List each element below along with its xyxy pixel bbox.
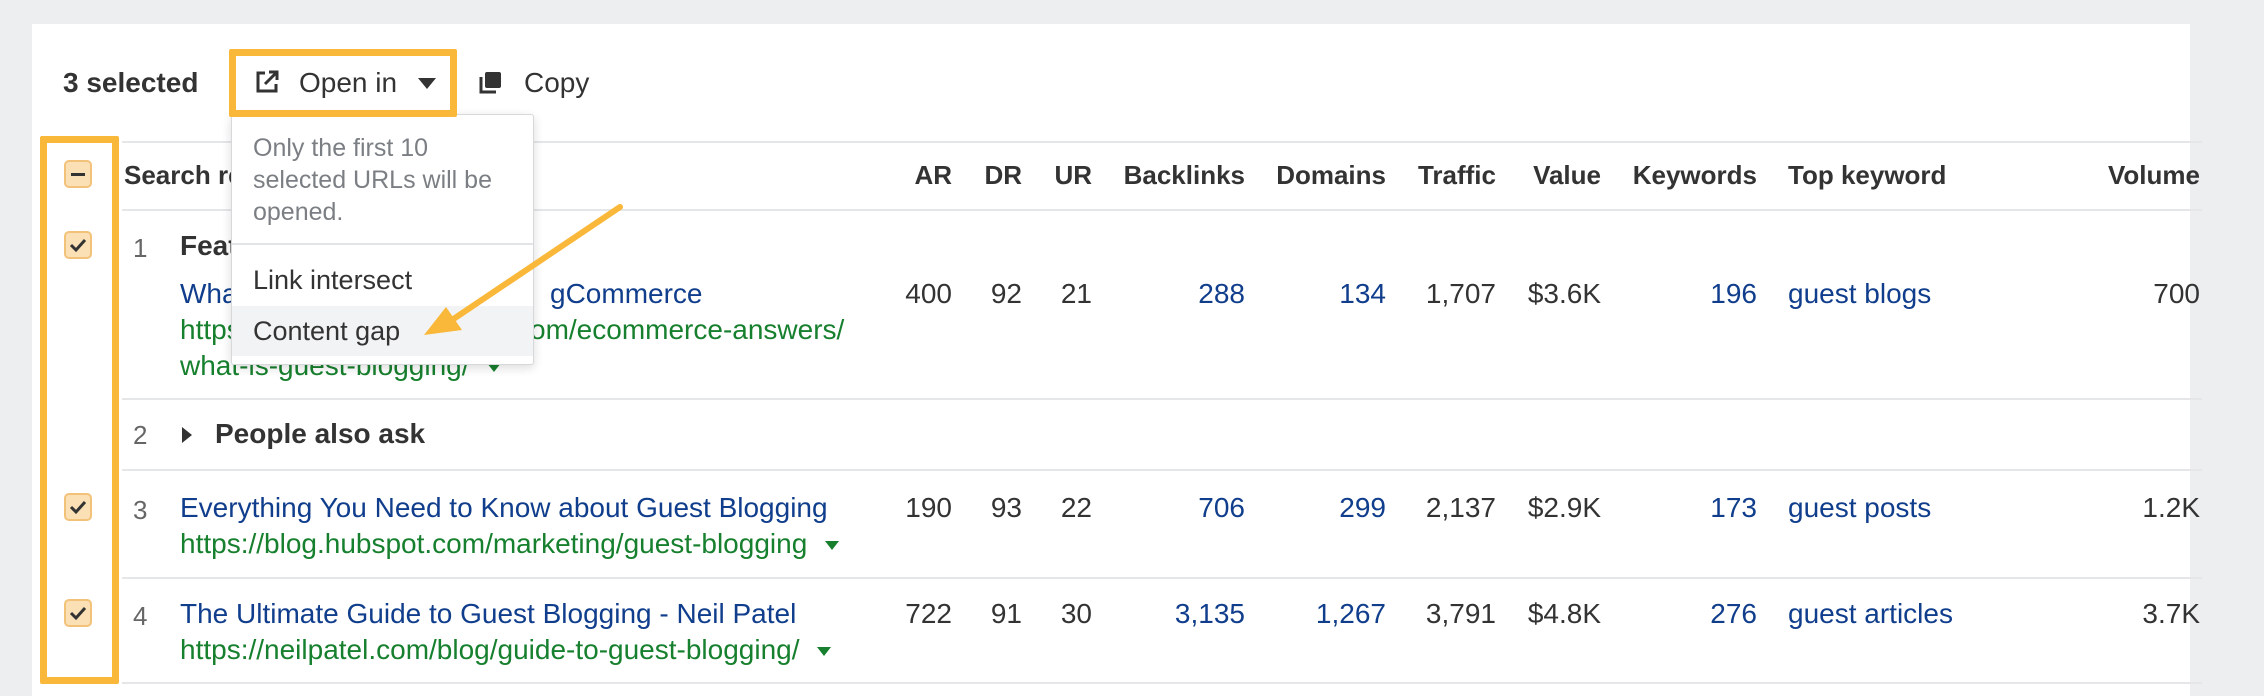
- cell-keywords[interactable]: 276: [1710, 598, 1757, 629]
- row-index: 1: [133, 233, 148, 263]
- cell-backlinks[interactable]: 706: [1198, 492, 1245, 523]
- col-header-dr[interactable]: DR: [984, 160, 1022, 190]
- result-title-link-end[interactable]: gCommerce: [550, 278, 703, 309]
- row-divider: [122, 469, 2202, 471]
- copy-label: Copy: [524, 67, 590, 98]
- result-url[interactable]: https: [180, 314, 241, 345]
- selected-count: 3 selected: [63, 67, 199, 98]
- col-header-search-result[interactable]: Search re: [124, 160, 243, 190]
- cell-dr: 91: [990, 598, 1022, 629]
- cell-top-keyword[interactable]: guest blogs: [1788, 278, 1932, 309]
- url-caret-icon[interactable]: [825, 540, 840, 551]
- external-link-icon: [256, 70, 279, 93]
- row-index: 2: [133, 420, 148, 450]
- cell-ur: 30: [1060, 598, 1092, 629]
- copy-icon: [479, 72, 501, 94]
- menu-item-content-gap[interactable]: Content gap: [232, 306, 533, 356]
- cell-volume: 700: [2153, 278, 2200, 309]
- result-url-text: https://neilpatel.com/blog/guide-to-gues…: [180, 634, 800, 665]
- cell-traffic: 1,707: [1425, 278, 1496, 309]
- row-index: 3: [133, 495, 148, 525]
- cell-value: $2.9K: [1527, 492, 1601, 523]
- row-checkbox[interactable]: [64, 493, 92, 521]
- copy-button[interactable]: Copy: [475, 62, 605, 104]
- col-header-top-keyword[interactable]: Top keyword: [1788, 160, 1947, 190]
- open-in-label: Open in: [299, 67, 398, 98]
- cell-top-keyword[interactable]: guest articles: [1788, 598, 1953, 629]
- checkmark-icon: [69, 606, 87, 621]
- cell-value: $3.6K: [1527, 278, 1601, 309]
- cell-backlinks[interactable]: 288: [1198, 278, 1245, 309]
- cell-ar: 400: [905, 278, 952, 309]
- row-index: 4: [133, 601, 148, 631]
- header-bottom-divider: [122, 209, 2202, 211]
- select-all-checkbox[interactable]: [64, 160, 92, 188]
- row-checkbox[interactable]: [64, 231, 92, 259]
- result-url-end[interactable]: om/ecommerce-answers/: [530, 314, 845, 345]
- col-header-domains[interactable]: Domains: [1276, 160, 1386, 190]
- row-divider: [122, 682, 2202, 684]
- cell-domains[interactable]: 299: [1339, 492, 1386, 523]
- serp-feature-label: Feat: [180, 230, 238, 261]
- cell-backlinks[interactable]: 3,135: [1174, 598, 1245, 629]
- expand-caret-icon[interactable]: [182, 427, 193, 443]
- cell-dr: 92: [990, 278, 1022, 309]
- cell-traffic: 3,791: [1425, 598, 1496, 629]
- cell-traffic: 2,137: [1425, 492, 1496, 523]
- checkmark-icon: [69, 500, 87, 515]
- row-checkbox[interactable]: [64, 599, 92, 627]
- cell-ur: 22: [1060, 492, 1092, 523]
- open-in-dropdown-menu: Only the first 10 selected URLs will be …: [231, 114, 534, 365]
- cell-value: $4.8K: [1527, 598, 1601, 629]
- caret-down-icon: [418, 78, 436, 89]
- cell-domains[interactable]: 134: [1339, 278, 1386, 309]
- result-url[interactable]: https://neilpatel.com/blog/guide-to-gues…: [180, 633, 832, 667]
- indeterminate-icon: [71, 173, 85, 176]
- col-header-keywords[interactable]: Keywords: [1632, 160, 1757, 190]
- row-divider: [122, 577, 2202, 579]
- cell-keywords[interactable]: 173: [1710, 492, 1757, 523]
- cell-domains[interactable]: 1,267: [1315, 598, 1386, 629]
- col-header-backlinks[interactable]: Backlinks: [1123, 160, 1245, 190]
- checkmark-icon: [69, 238, 87, 253]
- result-url[interactable]: https://blog.hubspot.com/marketing/guest…: [180, 527, 840, 561]
- open-in-button[interactable]: Open in: [236, 56, 450, 110]
- cell-ur: 21: [1060, 278, 1092, 309]
- cell-ar: 722: [905, 598, 952, 629]
- cell-volume: 1.2K: [2142, 492, 2200, 523]
- dropdown-divider: [232, 243, 533, 245]
- cell-volume: 3.7K: [2142, 598, 2200, 629]
- highlight-box-checkbox-column: [40, 136, 119, 684]
- cell-top-keyword[interactable]: guest posts: [1788, 492, 1932, 523]
- row-divider: [122, 398, 2202, 400]
- header-top-divider: [122, 141, 2202, 143]
- cell-keywords[interactable]: 196: [1710, 278, 1757, 309]
- menu-item-link-intersect[interactable]: Link intersect: [253, 265, 413, 295]
- result-url-text: https://blog.hubspot.com/marketing/guest…: [180, 528, 808, 559]
- col-header-volume[interactable]: Volume: [2108, 160, 2200, 190]
- result-title-link[interactable]: The Ultimate Guide to Guest Blogging - N…: [180, 598, 797, 629]
- dropdown-note: Only the first 10 selected URLs will be …: [253, 134, 492, 226]
- col-header-value[interactable]: Value: [1533, 160, 1601, 190]
- col-header-ar[interactable]: AR: [914, 160, 952, 190]
- cell-dr: 93: [990, 492, 1022, 523]
- highlight-box-open-in: [229, 49, 457, 117]
- result-title-link[interactable]: Wha: [180, 278, 238, 309]
- col-header-ur[interactable]: UR: [1054, 160, 1092, 190]
- people-also-ask-toggle[interactable]: People also ask: [215, 418, 426, 449]
- cell-ar: 190: [905, 492, 952, 523]
- url-caret-icon[interactable]: [817, 646, 832, 657]
- col-header-traffic[interactable]: Traffic: [1417, 160, 1496, 190]
- result-title-link[interactable]: Everything You Need to Know about Guest …: [180, 492, 828, 523]
